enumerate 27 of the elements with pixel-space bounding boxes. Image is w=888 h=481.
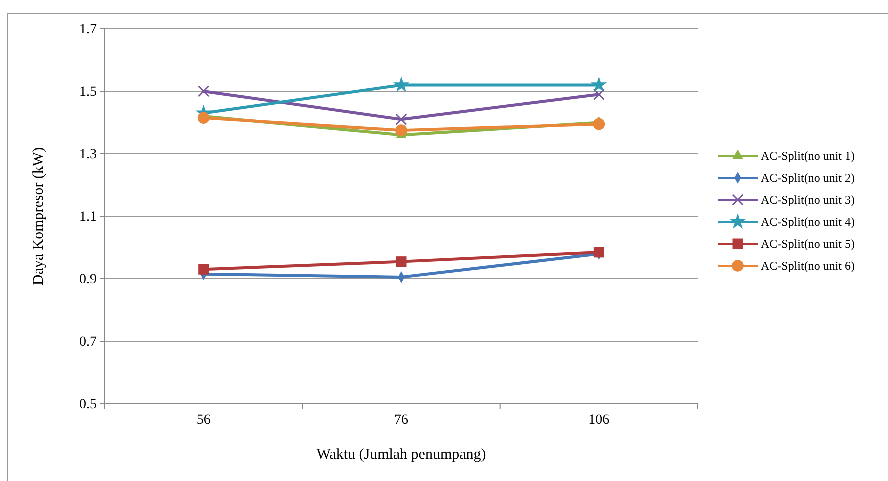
point [593,118,606,130]
point [198,86,210,98]
point [198,264,210,275]
legend-label: AC-Split(no unit 4) [761,215,856,229]
point [393,76,410,92]
point [396,114,408,126]
legend-label: AC-Split(no unit 1) [761,149,856,163]
legend-label: AC-Split(no unit 2) [761,171,856,185]
legend-label: AC-Split(no unit 6) [761,259,856,273]
y-tick-label: 0.7 [80,334,97,350]
y-tick-label: 1.5 [80,84,97,100]
y-tick-label: 0.9 [80,272,97,288]
point [396,256,407,268]
x-tick-label: 76 [394,412,408,428]
point [593,88,606,100]
legend-label: AC-Split(no unit 3) [761,193,856,207]
point [591,76,608,92]
y-tick-label: 1.7 [80,22,97,38]
point [198,112,210,124]
x-axis-title: Waktu (Jumlah penumpang) [316,447,486,463]
x-tick-label: 56 [196,412,211,428]
y-axis-title: Daya Kompresor (kW) [31,147,47,286]
y-tick-label: 1.3 [80,147,97,162]
y-tick-label: 1.1 [80,210,97,225]
x-tick-label: 106 [588,412,610,428]
y-tick-label: 0.5 [80,397,97,412]
legend-label: AC-Split(no unit 5) [761,237,856,251]
